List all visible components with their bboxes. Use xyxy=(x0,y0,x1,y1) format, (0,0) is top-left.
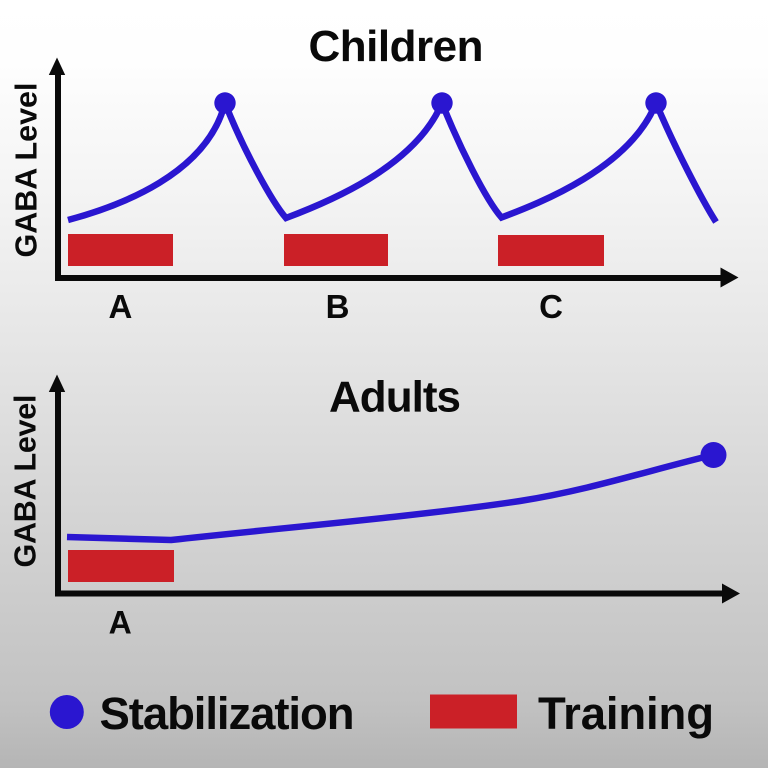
svg-text:Stabilization: Stabilization xyxy=(100,688,355,739)
svg-text:C: C xyxy=(539,288,563,325)
svg-text:Children: Children xyxy=(309,22,484,71)
svg-text:A: A xyxy=(109,605,132,641)
svg-text:B: B xyxy=(326,288,350,325)
svg-text:GABA Level: GABA Level xyxy=(10,83,44,258)
svg-text:Training: Training xyxy=(538,688,714,739)
svg-text:Adults: Adults xyxy=(329,373,461,422)
svg-text:GABA Level: GABA Level xyxy=(9,395,43,568)
svg-text:A: A xyxy=(108,288,132,325)
